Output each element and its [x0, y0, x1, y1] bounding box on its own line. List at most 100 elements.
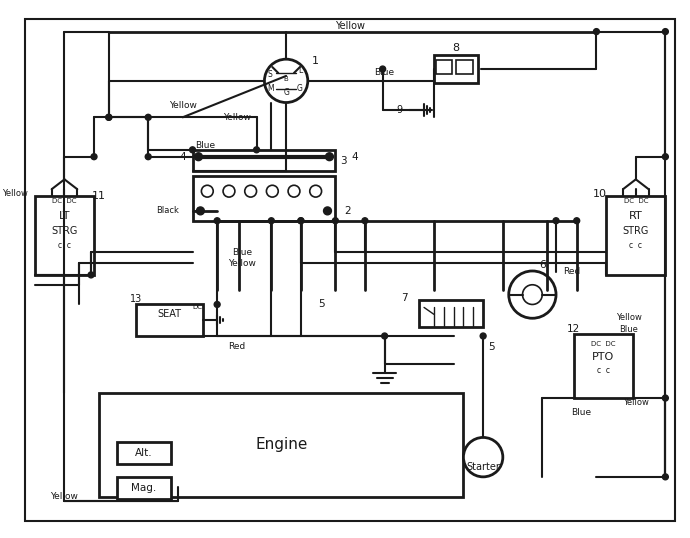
Circle shape [245, 185, 257, 197]
Circle shape [197, 207, 204, 215]
Circle shape [382, 333, 388, 339]
Bar [455, 60, 473, 74]
Bar [193, 176, 335, 221]
Circle shape [574, 218, 580, 224]
Circle shape [310, 185, 322, 197]
Bar [35, 196, 94, 275]
Text: 8: 8 [452, 44, 459, 53]
Circle shape [146, 154, 151, 160]
Circle shape [214, 301, 220, 307]
Circle shape [553, 218, 559, 224]
Text: Alt.: Alt. [135, 448, 152, 458]
Circle shape [195, 153, 202, 161]
Bar [434, 55, 478, 83]
Bar [117, 442, 171, 464]
Circle shape [298, 218, 304, 224]
Text: 10: 10 [593, 189, 607, 199]
Circle shape [380, 66, 386, 72]
Text: 13: 13 [130, 294, 143, 303]
Text: Yellow: Yellow [50, 492, 79, 501]
Text: Blue: Blue [620, 324, 638, 334]
Bar [117, 477, 171, 499]
Text: Engine: Engine [255, 437, 307, 452]
Circle shape [662, 29, 669, 34]
Text: Starter: Starter [466, 462, 500, 472]
Circle shape [106, 115, 112, 121]
Circle shape [214, 218, 220, 224]
Text: 6: 6 [539, 260, 546, 270]
Text: Blue: Blue [232, 248, 252, 257]
Circle shape [190, 147, 195, 153]
Text: Yellow: Yellow [169, 101, 197, 110]
Circle shape [254, 147, 259, 153]
Text: M: M [267, 84, 274, 93]
Circle shape [362, 218, 368, 224]
Text: G: G [283, 88, 289, 97]
Text: 2: 2 [344, 206, 351, 216]
Circle shape [480, 333, 486, 339]
Bar [137, 305, 204, 336]
Circle shape [223, 185, 235, 197]
Text: Yellow: Yellow [228, 259, 256, 267]
Text: 3: 3 [340, 155, 346, 166]
Text: c  c: c c [58, 241, 71, 250]
Text: B: B [284, 76, 288, 82]
Circle shape [146, 115, 151, 121]
Circle shape [593, 29, 600, 34]
Circle shape [288, 185, 300, 197]
Text: Blue: Blue [571, 408, 592, 417]
Text: DC  DC: DC DC [52, 198, 77, 204]
Text: STRG: STRG [622, 225, 649, 236]
Circle shape [324, 207, 331, 215]
Text: Yellow: Yellow [2, 189, 28, 197]
Text: Red: Red [563, 267, 580, 277]
Bar [419, 300, 483, 327]
Circle shape [91, 154, 97, 160]
Text: Red: Red [228, 342, 246, 351]
Text: c  c: c c [629, 241, 642, 250]
Bar [193, 150, 335, 172]
Circle shape [266, 185, 278, 197]
Text: 4: 4 [352, 152, 358, 162]
Circle shape [268, 218, 275, 224]
Circle shape [106, 115, 112, 121]
Circle shape [662, 154, 669, 160]
Text: 1: 1 [312, 56, 319, 66]
Text: 7: 7 [401, 293, 408, 302]
Bar [436, 60, 452, 74]
Text: LT: LT [59, 211, 70, 221]
Text: Yellow: Yellow [623, 399, 649, 407]
Circle shape [201, 185, 213, 197]
Text: PTO: PTO [592, 352, 614, 362]
Text: DC  DC: DC DC [624, 198, 648, 204]
Circle shape [522, 285, 542, 305]
Circle shape [662, 395, 669, 401]
Text: 4: 4 [179, 152, 186, 162]
Bar [607, 196, 665, 275]
Circle shape [333, 218, 338, 224]
Text: Yellow: Yellow [335, 20, 365, 31]
Bar [99, 393, 464, 497]
Text: DC  DC: DC DC [591, 341, 615, 347]
Text: DC: DC [193, 305, 202, 310]
Circle shape [298, 218, 304, 224]
Text: Blue: Blue [195, 141, 215, 150]
Text: Yellow: Yellow [223, 113, 250, 122]
Text: 11: 11 [92, 191, 106, 201]
Circle shape [464, 437, 503, 477]
Text: S: S [268, 70, 273, 80]
Text: Mag.: Mag. [130, 483, 156, 493]
Text: 5: 5 [318, 300, 325, 309]
Text: SEAT: SEAT [158, 309, 182, 320]
Circle shape [662, 474, 669, 480]
Text: +: + [193, 206, 201, 216]
Text: 12: 12 [567, 324, 580, 334]
Text: 9: 9 [396, 105, 402, 115]
Bar [574, 334, 633, 398]
Text: G: G [297, 84, 303, 93]
Text: RT: RT [629, 211, 642, 221]
Text: Black: Black [157, 207, 179, 215]
Text: L: L [298, 67, 302, 75]
Text: STRG: STRG [51, 225, 78, 236]
Circle shape [326, 153, 333, 161]
